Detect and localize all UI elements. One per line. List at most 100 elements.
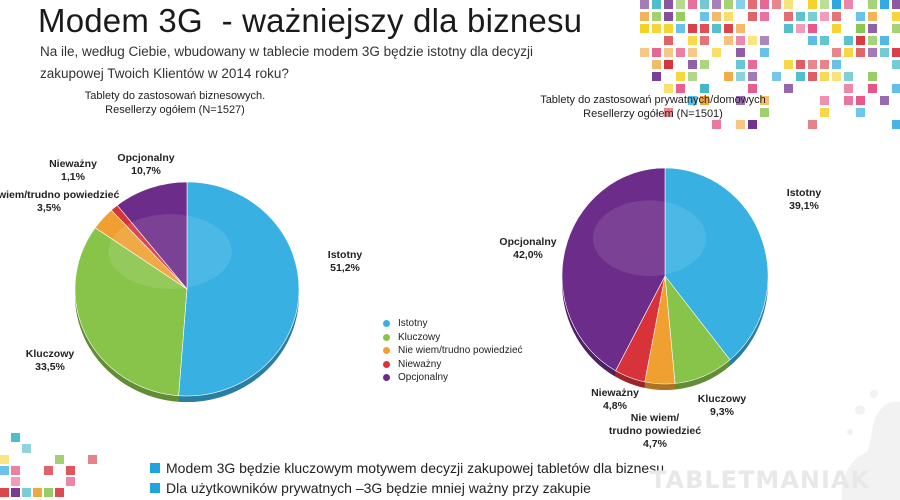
mosaic-square [760,0,769,9]
mosaic-square [844,96,853,105]
mosaic-square [892,12,900,21]
mosaic-square [688,48,697,57]
mosaic-square [700,36,709,45]
mosaic-square [724,0,733,9]
mosaic-square [22,488,31,497]
mosaic-square [856,48,865,57]
legend-item-istotny: Istotny [383,317,523,330]
mosaic-square [784,60,793,69]
pie-slice [561,167,666,372]
summary-bullets: Modem 3G będzie kluczowym motywem decyzj… [150,458,664,498]
mosaic-square [820,12,829,21]
mosaic-square [832,24,841,33]
mosaic-square [664,0,673,9]
slice-category-label: Istotny [328,249,363,261]
mosaic-square [892,48,900,57]
legend-swatch [383,320,390,327]
mosaic-square [868,36,877,45]
legend-item-nie-wiem: Nie wiem/trudno powiedzieć [383,344,523,357]
chart2-subtitle-line1: Tablety do zastosowań prywatnych/domowyc… [540,94,766,106]
mosaic-square [832,48,841,57]
mosaic-square [892,60,900,69]
pie-slice [664,167,769,361]
mosaic-square [712,120,721,129]
mosaic-square [784,0,793,9]
mosaic-square [880,96,889,105]
mosaic-square [11,477,20,486]
mosaic-square [808,120,817,129]
mosaic-square [868,0,877,9]
mosaic-square [856,96,865,105]
mosaic-square [640,48,649,57]
mosaic-square [748,0,757,9]
mosaic-square [0,488,9,497]
mosaic-square [688,72,697,81]
mosaic-square [688,96,697,105]
mosaic-square [676,24,685,33]
mosaic-square [760,36,769,45]
mosaic-square [856,36,865,45]
slice-value-label: 39,1% [789,200,819,212]
mosaic-square [700,60,709,69]
mosaic-square [676,0,685,9]
mosaic-square [844,36,853,45]
mosaic-square [748,60,757,69]
pie-slice [116,181,188,290]
mosaic-square [808,24,817,33]
mosaic-square [736,0,745,9]
mosaic-square [868,12,877,21]
mosaic-square [664,36,673,45]
legend-item-kluczowy: Kluczowy [383,331,523,344]
mosaic-square [832,72,841,81]
slice-value-label: 1,1% [61,171,86,183]
mosaic-square [760,48,769,57]
mosaic-square [712,24,721,33]
mosaic-square [868,24,877,33]
mosaic-square [808,72,817,81]
bullet-text: Modem 3G będzie kluczowym motywem decyzj… [166,460,664,476]
mosaic-square [44,466,53,475]
mosaic-square [33,488,42,497]
mosaic-square [808,60,817,69]
mosaic-square [700,24,709,33]
mosaic-square [664,84,673,93]
mosaic-square [11,466,20,475]
mosaic-square [55,455,64,464]
mosaic-square [844,84,853,93]
slice-category-label: Nieważny [49,158,97,170]
pie-slice-wall [644,381,676,390]
mosaic-square [652,60,661,69]
slice-value-label: 33,5% [35,361,65,373]
summary-bullet: Dla użytkowników prywatnych –3G będzie m… [150,478,664,498]
mosaic-square [712,48,721,57]
mosaic-square [736,48,745,57]
summary-bullet: Modem 3G będzie kluczowym motywem decyzj… [150,458,664,478]
mosaic-square [640,0,649,9]
slice-value-label: 4,7% [643,438,668,450]
mosaic-square [736,60,745,69]
slice-category-label: Kluczowy [698,393,747,405]
mosaic-square [652,0,661,9]
pie-slice-wall [729,276,768,366]
chart1-subtitle-line2: Resellerzy ogółem (N=1527) [105,104,245,116]
mosaic-square [796,72,805,81]
slice-value-label: 9,3% [710,406,735,418]
legend-swatch [383,347,390,354]
mosaic-square [688,36,697,45]
mosaic-square [664,60,673,69]
mosaic-square [760,96,769,105]
mosaic-square [66,466,75,475]
pie-gloss [592,200,707,276]
chart2-subtitle: Tablety do zastosowań prywatnych/domowyc… [538,93,768,121]
slice-category-label: Opcjonalny [117,152,174,164]
mosaic-square [892,0,900,9]
legend-swatch [383,333,390,341]
mosaic-square [880,0,889,9]
mosaic-square [748,12,757,21]
splash-decoration [841,390,900,500]
slice-category-label: Nieważny [591,387,639,399]
mosaic-square [652,24,661,33]
mosaic-square [796,24,805,33]
slice-value-label: 42,0% [513,249,543,261]
